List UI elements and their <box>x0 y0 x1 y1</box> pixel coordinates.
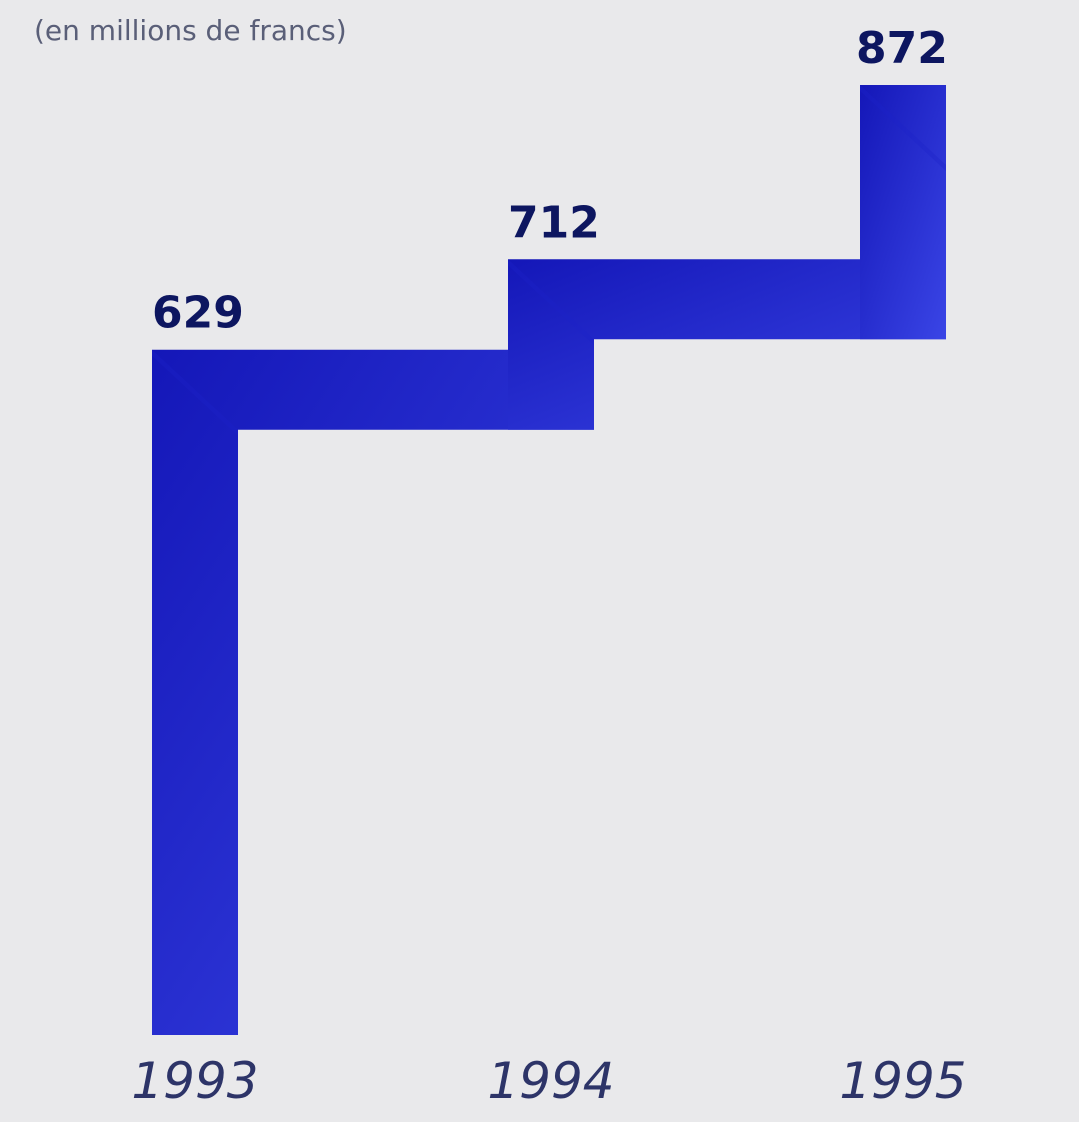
step <box>860 85 946 340</box>
x-tick-label: 1993 <box>131 1052 258 1110</box>
x-tick-label: 1995 <box>839 1052 966 1110</box>
bevel <box>152 349 238 436</box>
value-label: 872 <box>856 23 948 74</box>
bevel <box>860 85 946 171</box>
value-label: 712 <box>508 197 600 248</box>
bevel <box>508 259 594 346</box>
value-label: 629 <box>152 288 244 339</box>
subtitle: (en millions de francs) <box>34 14 347 47</box>
x-tick-label: 1994 <box>487 1052 614 1110</box>
step <box>508 259 946 430</box>
